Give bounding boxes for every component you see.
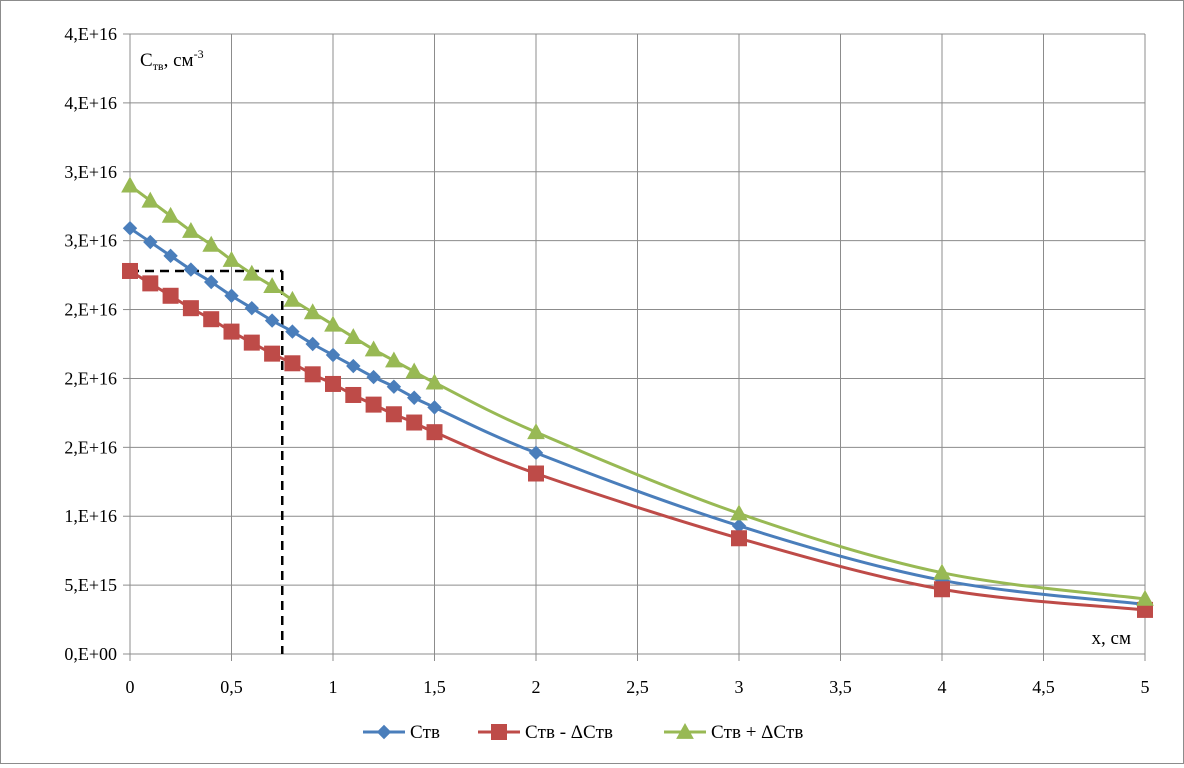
- data-point-series-2: [223, 323, 240, 340]
- data-point-series-2: [528, 465, 544, 482]
- legend-marker-2: [491, 724, 507, 740]
- data-point-series-3: [141, 191, 160, 208]
- data-point-series-2: [325, 375, 341, 392]
- data-point-series-2: [264, 345, 281, 362]
- legend-label-2: Cтв - ΔCтв: [525, 722, 613, 743]
- y-tick-label: 2,E+16: [64, 368, 117, 388]
- data-point-series-1: [325, 347, 341, 363]
- data-point-series-1: [163, 248, 178, 264]
- data-point-series-3: [364, 340, 383, 357]
- x-tick-label: 5: [1141, 677, 1150, 697]
- x-tick-label: 3,5: [829, 677, 852, 697]
- y-tick-label: 4,E+16: [64, 93, 117, 113]
- series-line-3: [129, 184, 1146, 601]
- x-tick-label: 3: [735, 677, 744, 697]
- y-tick-label: 3,E+16: [64, 231, 117, 251]
- data-point-series-2: [304, 366, 321, 383]
- y-tick-label: 1,E+16: [64, 506, 117, 526]
- data-point-series-2: [426, 424, 443, 441]
- y-tick-label: 4,E+16: [64, 24, 117, 44]
- x-tick-labels: 0 0,5 1 1,5 2 2,5 3 3,5 4 4,5 5: [126, 677, 1150, 697]
- x-tick-label: 0,5: [220, 677, 243, 697]
- y-axis-title-main: C: [140, 50, 153, 71]
- y-axis-title-subscript: тв: [153, 59, 164, 73]
- data-point-series-1: [346, 358, 361, 374]
- data-point-series-1: [386, 379, 402, 394]
- data-point-series-3: [385, 351, 403, 368]
- axes: [123, 33, 1146, 661]
- data-point-series-1: [143, 234, 158, 250]
- y-axis-title: Cтв, см-3: [140, 47, 204, 73]
- x-axis-title: x, см: [1092, 628, 1131, 649]
- data-point-series-1: [122, 221, 138, 236]
- data-point-series-1: [203, 274, 219, 290]
- x-tick-label: 2: [532, 677, 541, 697]
- x-tick-label: 0: [126, 677, 135, 697]
- legend: Cтв Cтв - ΔCтв Cтв + ΔCтв: [363, 722, 803, 743]
- y-tick-label: 0,E+00: [64, 644, 117, 664]
- data-point-series-1: [264, 313, 280, 328]
- y-tick-label: 2,E+16: [64, 437, 117, 457]
- data-point-series-2: [406, 414, 423, 431]
- data-point-series-1: [305, 336, 320, 352]
- x-tick-label: 4,5: [1032, 677, 1055, 697]
- data-point-series-1: [528, 445, 544, 461]
- data-point-series-1: [244, 300, 260, 316]
- data-point-series-3: [202, 235, 221, 252]
- data-point-series-1: [224, 288, 239, 303]
- data-point-series-2: [731, 530, 747, 547]
- x-tick-label: 1,5: [423, 677, 446, 697]
- data-point-series-2: [284, 355, 301, 372]
- data-point-series-2: [243, 334, 260, 351]
- data-point-series-3: [222, 250, 241, 267]
- x-tick-label: 4: [938, 677, 947, 697]
- data-point-series-3: [344, 328, 363, 345]
- data-point-series-3: [1136, 589, 1154, 606]
- data-point-series-3: [161, 206, 180, 223]
- legend-label-1: Cтв: [410, 722, 440, 743]
- data-point-series-3: [933, 563, 951, 580]
- series-markers: [121, 176, 1154, 618]
- data-point-series-3: [283, 290, 302, 307]
- series-line-1: [129, 227, 1146, 606]
- dashed-guide-lines: [130, 269, 284, 654]
- data-point-series-2: [122, 262, 138, 279]
- y-tick-label: 5,E+15: [64, 575, 117, 595]
- data-point-series-1: [183, 262, 199, 277]
- y-tick-label: 3,E+16: [64, 162, 117, 182]
- data-point-series-1: [406, 390, 422, 405]
- legend-label-3: Cтв + ΔCтв: [711, 722, 803, 743]
- data-point-series-3: [121, 176, 139, 193]
- data-point-series-3: [242, 264, 261, 281]
- data-point-series-2: [182, 300, 199, 317]
- data-point-series-3: [324, 315, 342, 332]
- data-point-series-2: [162, 287, 179, 304]
- data-point-series-2: [345, 386, 362, 403]
- data-point-series-1: [427, 400, 442, 415]
- data-point-series-3: [405, 362, 424, 379]
- data-point-series-1: [366, 369, 381, 385]
- y-tick-label: 2,E+16: [64, 300, 117, 320]
- data-point-series-2: [142, 275, 159, 292]
- y-tick-labels: 0,E+00 5,E+15 1,E+16 2,E+16 2,E+16 2,E+16 3,E+…: [64, 24, 117, 664]
- data-point-series-2: [365, 396, 382, 413]
- data-point-series-2: [203, 311, 220, 328]
- data-point-series-3: [303, 303, 322, 320]
- data-point-series-3: [182, 221, 200, 238]
- legend-marker-3: [676, 722, 694, 739]
- data-point-series-3: [527, 423, 545, 440]
- y-axis-title-rest: , см: [164, 50, 194, 71]
- x-tick-label: 2,5: [626, 677, 649, 697]
- data-point-series-1: [285, 324, 300, 339]
- legend-marker-1: [376, 724, 392, 740]
- y-axis-title-superscript: -3: [194, 47, 204, 61]
- data-point-series-2: [934, 581, 950, 598]
- data-point-series-3: [425, 373, 444, 390]
- data-point-series-3: [730, 504, 748, 521]
- x-tick-label: 1: [329, 677, 338, 697]
- data-point-series-3: [263, 277, 281, 294]
- data-point-series-2: [385, 406, 402, 423]
